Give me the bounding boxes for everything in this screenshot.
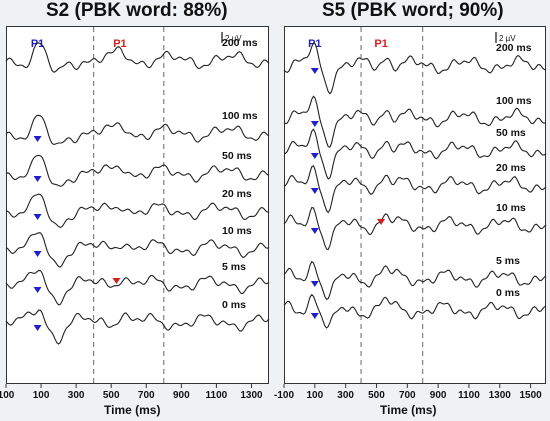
p0-trace-label-4: 10 ms <box>222 225 252 237</box>
p0-blue-marker-4 <box>33 251 42 257</box>
p1-trace-label-5: 5 ms <box>496 255 520 267</box>
p1-x-tick-label-2: 300 <box>337 390 354 401</box>
p0-blue-marker-1 <box>33 136 42 142</box>
p0-blue-marker-3 <box>33 214 42 220</box>
p1-blue-marker-2 <box>310 153 319 159</box>
p0-trace-2 <box>5 154 270 187</box>
p1-x-tick-label-3: 500 <box>368 390 385 401</box>
p0-trace-4 <box>5 232 270 268</box>
p1-x-tick-label-5: 900 <box>430 390 447 401</box>
p1-blue-marker-6 <box>310 313 319 319</box>
p1-blue-marker-5 <box>310 281 319 287</box>
p0-blue-marker-5 <box>33 287 42 293</box>
p1-x-tick-label-0: -100 <box>274 390 294 401</box>
p0-trace-label-0: 200 ms <box>222 37 258 49</box>
p0-red-marker-5 <box>112 278 121 284</box>
p1-annotation-1: P1 <box>374 38 387 50</box>
p0-trace-label-5: 5 ms <box>222 261 246 273</box>
p0-x-tick-label-4: 700 <box>138 390 155 401</box>
p1-trace-label-4: 10 ms <box>496 202 526 214</box>
p1-x-tick-label-6: 1100 <box>458 390 480 401</box>
p1-trace-label-0: 200 ms <box>496 42 532 54</box>
p1-blue-marker-4 <box>310 228 319 234</box>
p1-trace-label-2: 50 ms <box>496 127 526 139</box>
p1-x-tick-label-7: 1300 <box>489 390 512 401</box>
left-x-axis-label: Time (ms) <box>104 403 161 417</box>
p0-trace-1 <box>5 114 270 145</box>
p0-trace-label-1: 100 ms <box>222 110 258 122</box>
p0-annotation-0: P1 <box>31 38 44 50</box>
p0-blue-marker-2 <box>33 176 42 182</box>
p0-scale-bar-label: 2 µV <box>225 34 242 43</box>
left-panel-title: S2 (PBK word: 88%) <box>46 0 228 21</box>
p1-trace-5 <box>283 260 547 301</box>
p1-trace-4 <box>283 206 547 251</box>
p1-trace-6 <box>283 293 547 329</box>
p1-x-tick-label-1: 100 <box>306 390 323 401</box>
p1-x-tick-label-4: 700 <box>399 390 416 401</box>
p1-scale-bar-label: 2 µV <box>499 34 516 43</box>
p0-trace-3 <box>5 193 270 229</box>
right-x-axis-label: Time (ms) <box>380 403 437 417</box>
left-chart-frame <box>6 26 269 384</box>
p1-trace-2 <box>284 128 547 180</box>
p0-trace-label-2: 50 ms <box>222 150 252 162</box>
p0-trace-6 <box>5 309 270 345</box>
p0-blue-marker-6 <box>33 325 42 331</box>
p1-trace-label-1: 100 ms <box>496 95 532 107</box>
p1-red-marker-4 <box>377 219 386 225</box>
p0-x-tick-label-2: 300 <box>68 390 85 401</box>
p0-x-tick-label-3: 500 <box>103 390 120 401</box>
p1-blue-marker-0 <box>310 68 319 74</box>
p1-blue-marker-1 <box>310 121 319 127</box>
p1-trace-3 <box>283 165 547 214</box>
p0-x-tick-label-7: 1300 <box>240 390 263 401</box>
p1-trace-1 <box>283 95 547 148</box>
right-panel-title: S5 (PBK word; 90%) <box>322 0 504 21</box>
p1-blue-marker-3 <box>310 188 319 194</box>
p0-trace-label-3: 20 ms <box>222 188 252 200</box>
p0-x-tick-label-5: 900 <box>173 390 190 401</box>
p0-trace-5 <box>5 269 270 306</box>
p0-trace-label-6: 0 ms <box>222 299 246 311</box>
p1-x-tick-label-8: 1500 <box>519 390 542 401</box>
p1-trace-label-3: 20 ms <box>496 162 526 174</box>
p0-x-tick-label-0: 100 <box>0 390 15 401</box>
p0-trace-0 <box>5 42 270 73</box>
p0-x-tick-label-1: 100 <box>33 390 50 401</box>
p0-x-tick-label-6: 1100 <box>206 390 228 401</box>
right-chart-frame <box>284 26 546 384</box>
p1-trace-label-6: 0 ms <box>496 287 520 299</box>
p1-trace-0 <box>283 42 546 95</box>
p0-annotation-1: P1 <box>113 38 126 50</box>
